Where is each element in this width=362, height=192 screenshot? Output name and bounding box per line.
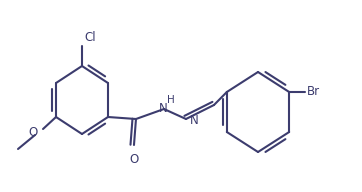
- Text: N: N: [159, 102, 167, 114]
- Text: N: N: [190, 113, 199, 127]
- Text: Cl: Cl: [84, 31, 96, 44]
- Text: O: O: [129, 153, 139, 166]
- Text: Br: Br: [307, 85, 320, 98]
- Text: O: O: [29, 127, 38, 140]
- Text: H: H: [167, 95, 175, 105]
